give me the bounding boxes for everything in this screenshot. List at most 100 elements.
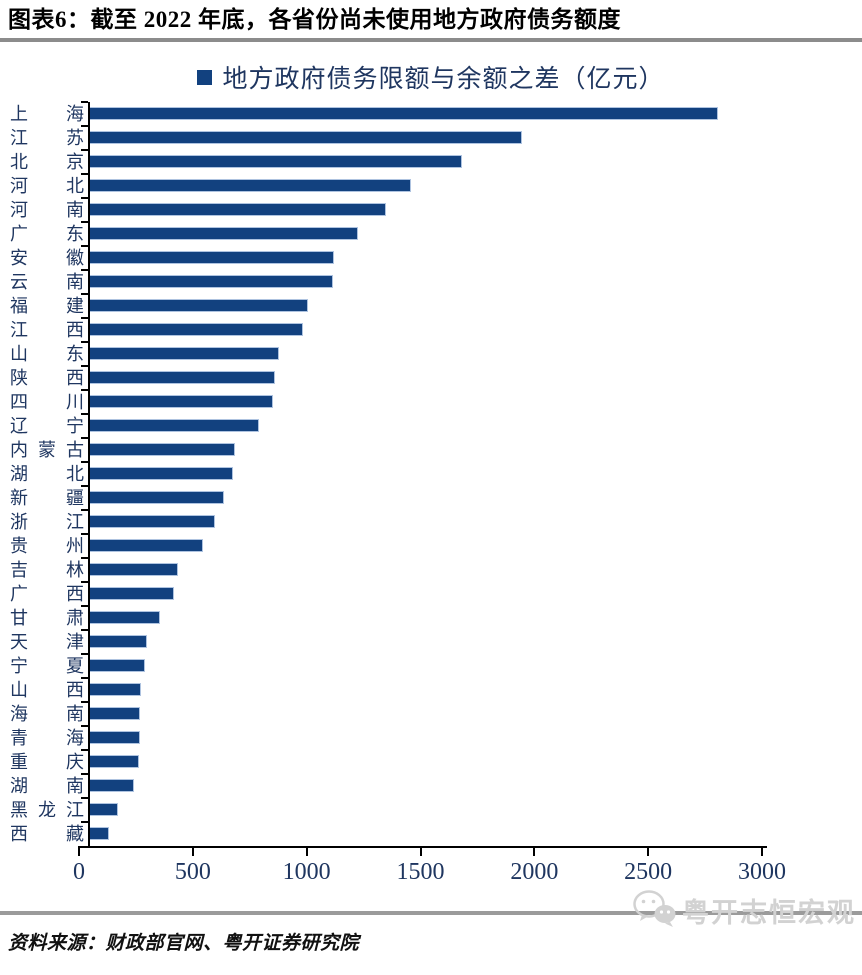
bar <box>90 467 233 480</box>
bar-track <box>81 413 771 438</box>
bar-track <box>81 101 771 126</box>
y-axis-label: 内蒙古 <box>10 440 84 460</box>
bar-row: 浙江 <box>10 509 862 534</box>
bar-track <box>81 389 771 414</box>
bar <box>90 443 236 456</box>
legend-label: 地方政府债务限额与余额之差（亿元） <box>222 66 665 93</box>
bar-track <box>81 797 771 822</box>
y-axis-label: 宁夏 <box>10 656 84 676</box>
bar-row: 福建 <box>10 293 862 318</box>
legend-swatch <box>197 69 213 85</box>
y-axis-label: 广西 <box>10 584 84 604</box>
bar <box>90 371 275 384</box>
bar-row: 河北 <box>10 173 862 198</box>
bar-row: 山西 <box>10 677 862 702</box>
y-axis-label: 河南 <box>10 200 84 220</box>
bar <box>90 563 179 576</box>
bar <box>90 659 146 672</box>
y-axis-label: 湖南 <box>10 776 84 796</box>
bar-track <box>81 509 771 534</box>
bar-row: 江西 <box>10 317 862 342</box>
bar-row: 四川 <box>10 389 862 414</box>
bar <box>90 323 304 336</box>
y-axis-label: 陕西 <box>10 368 84 388</box>
y-axis-label: 青海 <box>10 728 84 748</box>
x-axis-tick-label: 0 <box>73 859 85 885</box>
bar-row: 河南 <box>10 197 862 222</box>
x-axis-tick-label: 500 <box>174 859 211 885</box>
bar-row: 青海 <box>10 725 862 750</box>
y-axis-label: 广东 <box>10 224 84 244</box>
watermark: 粤开志恒宏观 <box>632 882 856 938</box>
bar-row: 上海 <box>10 101 862 126</box>
y-axis-label: 黑龙江 <box>10 800 84 820</box>
y-axis-label: 浙江 <box>10 512 84 532</box>
bar <box>90 155 463 168</box>
x-axis <box>78 846 767 856</box>
bar-row: 云南 <box>10 269 862 294</box>
bar-track <box>81 749 771 774</box>
bar-row: 广西 <box>10 581 862 606</box>
y-axis-label: 上海 <box>10 104 84 124</box>
y-axis-label: 安徽 <box>10 248 84 268</box>
bar-row: 宁夏 <box>10 653 862 678</box>
bar-row: 湖南 <box>10 773 862 798</box>
bar-chart: 上海 江苏 北京 河北 河南 广东 安徽 云南 福建 江西 山东 陕西 四川 辽宁 内蒙古 湖北 新疆 浙江 贵州吉… <box>0 101 862 846</box>
x-axis-tick <box>78 848 80 856</box>
bar-row: 内蒙古 <box>10 437 862 462</box>
bar-row: 湖北 <box>10 461 862 486</box>
bar-track <box>81 173 771 198</box>
bar <box>90 395 273 408</box>
bar-row: 江苏 <box>10 125 862 150</box>
bar-track <box>81 653 771 678</box>
bar <box>90 107 718 120</box>
bar-track <box>81 221 771 246</box>
bar-track <box>81 701 771 726</box>
bar-track <box>81 821 771 846</box>
bar <box>90 251 334 264</box>
y-axis-label: 贵州 <box>10 536 84 556</box>
y-axis-label: 辽宁 <box>10 416 84 436</box>
bar-row: 陕西 <box>10 365 862 390</box>
bar-track <box>81 197 771 222</box>
bar-row: 贵州 <box>10 533 862 558</box>
bar <box>90 131 523 144</box>
bar-row: 北京 <box>10 149 862 174</box>
bar <box>90 779 135 792</box>
x-axis-tick <box>191 848 194 856</box>
x-axis-tick-label: 1500 <box>396 859 445 885</box>
x-axis-labels: 0 500 1000 1500 2000 2500 3000 <box>73 855 786 887</box>
y-axis-label: 西藏 <box>10 824 84 844</box>
bar-track <box>81 365 771 390</box>
x-axis-tick <box>761 848 763 856</box>
y-axis-label: 江苏 <box>10 128 84 148</box>
y-axis-label: 山西 <box>10 680 84 700</box>
y-axis-label: 云南 <box>10 272 84 292</box>
bar-row: 西藏 <box>10 821 862 846</box>
y-axis-label: 天津 <box>10 632 84 652</box>
bar <box>90 707 140 720</box>
bar-track <box>81 437 771 462</box>
x-axis-tick <box>533 848 536 856</box>
y-axis-label: 山东 <box>10 344 84 364</box>
bar-row: 甘肃 <box>10 605 862 630</box>
y-axis-label: 重庆 <box>10 752 84 772</box>
bar <box>90 419 259 432</box>
bar <box>90 611 161 624</box>
bar <box>90 203 387 216</box>
y-axis-label: 甘肃 <box>10 608 84 628</box>
x-axis-tick-label: 1000 <box>282 859 331 885</box>
y-axis-label: 北京 <box>10 152 84 172</box>
bar-track <box>81 269 771 294</box>
bar-track <box>81 677 771 702</box>
bar <box>90 299 308 312</box>
bar-row: 安徽 <box>10 245 862 270</box>
figure-title: 图表6：截至 2022 年底，各省份尚未使用地方政府债务额度 <box>0 0 862 42</box>
bar <box>90 755 139 768</box>
bar <box>90 539 204 552</box>
bar <box>90 491 224 504</box>
footer-rule <box>0 911 862 915</box>
bar <box>90 179 412 192</box>
bar-track <box>81 725 771 750</box>
